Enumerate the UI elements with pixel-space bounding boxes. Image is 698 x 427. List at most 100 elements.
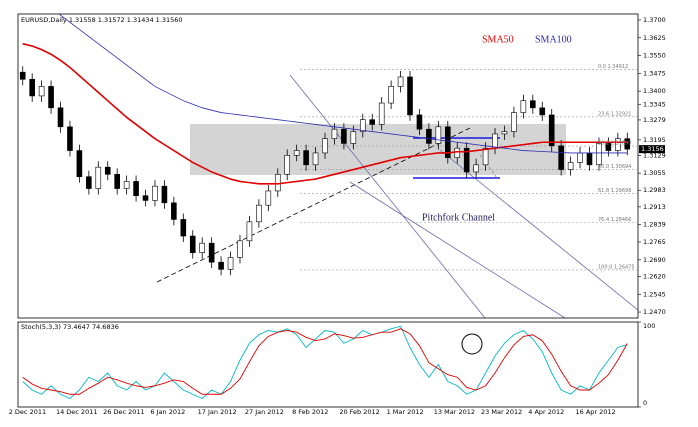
candle-body bbox=[29, 79, 35, 97]
candle-body bbox=[511, 112, 517, 132]
plot bbox=[22, 325, 628, 400]
range-box bbox=[190, 124, 566, 175]
candle-body bbox=[265, 190, 272, 206]
candle-body bbox=[218, 261, 224, 270]
candle-body bbox=[256, 204, 262, 223]
stoch-line bbox=[22, 328, 628, 395]
fib-label: 100.0 1.26475 bbox=[598, 264, 635, 270]
stoch-frame bbox=[17, 321, 639, 408]
candle-body bbox=[378, 102, 385, 125]
candle-body bbox=[454, 147, 461, 158]
candle-body bbox=[142, 195, 149, 201]
y-tick-label: 1.2690 bbox=[643, 256, 666, 264]
candle-body bbox=[312, 152, 319, 166]
candle-body bbox=[615, 138, 621, 151]
x-tick-label: 20 Feb 2012 bbox=[339, 408, 379, 416]
candle-body bbox=[227, 257, 234, 270]
fib-label: 61.8 1.29698 bbox=[598, 188, 631, 194]
x-tick-label: 13 Mar 2012 bbox=[434, 408, 475, 416]
candle-body bbox=[199, 242, 205, 253]
y-tick-label: 1.3475 bbox=[643, 69, 666, 77]
candle-body bbox=[123, 181, 130, 189]
y-tick-label: 1.3550 bbox=[643, 52, 666, 60]
y-tick-label: 1.3700 bbox=[643, 16, 666, 24]
y-tick-label: 1.3195 bbox=[643, 136, 666, 144]
y-tick-label: 1.2470 bbox=[643, 308, 666, 316]
y-tick-label: 1.2839 bbox=[643, 220, 666, 228]
x-tick-label: 26 Dec 2011 bbox=[103, 408, 145, 416]
candle-body bbox=[171, 202, 177, 220]
candle-body bbox=[293, 150, 300, 156]
candle-body bbox=[237, 240, 243, 258]
legend-label: SMA50 bbox=[482, 34, 514, 45]
y-tick-label: 1.2765 bbox=[643, 238, 666, 246]
candle-body bbox=[208, 242, 215, 263]
candle-body bbox=[152, 185, 158, 201]
candle-body bbox=[114, 174, 120, 189]
candle-body bbox=[322, 138, 328, 154]
plot bbox=[19, 14, 638, 276]
header: EURUSD,Daily 1.31558 1.31572 1.31434 1.3… bbox=[21, 16, 183, 24]
candle-body bbox=[435, 126, 442, 144]
x-tick-label: 16 Apr 2012 bbox=[575, 408, 615, 416]
candle-body bbox=[341, 128, 347, 144]
candle-body bbox=[473, 164, 479, 173]
x-tick-label: 17 Jan 2012 bbox=[198, 408, 237, 416]
sma-line bbox=[22, 42, 628, 185]
candle-body bbox=[426, 128, 432, 144]
candle-body bbox=[86, 176, 92, 189]
legend-label: SMA100 bbox=[535, 34, 572, 45]
x-tick-label: 8 Feb 2012 bbox=[292, 408, 328, 416]
highlight-circle bbox=[461, 333, 483, 355]
candle-body bbox=[189, 235, 196, 253]
fib-label: 23.6 1.32921 bbox=[598, 111, 631, 117]
price-label: 1.3156 bbox=[641, 145, 664, 153]
candle-body bbox=[596, 143, 602, 166]
stoch-title: Stoch(5,3,3) 73.4647 74.6836 bbox=[21, 323, 119, 331]
candle-body bbox=[57, 107, 64, 128]
candle-body bbox=[274, 174, 281, 192]
x-tick-label: 27 Jan 2012 bbox=[245, 408, 284, 416]
candle-body bbox=[407, 76, 413, 116]
x-tick-label: 1 Mar 2012 bbox=[387, 408, 424, 416]
candle-body bbox=[350, 131, 357, 144]
x-tick-label: 2 Dec 2011 bbox=[9, 408, 46, 416]
y-tick-label: 1.3129 bbox=[643, 152, 666, 160]
candle-body bbox=[104, 166, 111, 175]
candle-body bbox=[586, 152, 593, 166]
y-tick-label: 100 bbox=[643, 322, 655, 330]
fib-label: 38.2 1.31690 bbox=[598, 141, 631, 147]
candle-body bbox=[520, 100, 527, 113]
candle-body bbox=[76, 150, 83, 177]
candle-body bbox=[359, 119, 366, 132]
y-tick-label: 1.2913 bbox=[643, 203, 666, 211]
candle-body bbox=[133, 181, 139, 196]
x-tick-label: 23 Mar 2012 bbox=[481, 408, 522, 416]
price-box bbox=[639, 145, 665, 154]
y-tick-label: 1.2620 bbox=[643, 272, 666, 280]
candle-body bbox=[548, 114, 555, 147]
pitchfork-line bbox=[439, 149, 638, 311]
annotation: Pitchfork Channel bbox=[422, 212, 495, 223]
candle-body bbox=[95, 166, 102, 189]
candle-body bbox=[284, 155, 291, 175]
y-tick-label: 1.3400 bbox=[643, 87, 666, 95]
candle-body bbox=[19, 71, 26, 80]
y-tick-label: 1.3279 bbox=[643, 116, 666, 124]
candle-body bbox=[369, 119, 376, 125]
candle-body bbox=[161, 185, 168, 204]
y-tick-label: 1.3625 bbox=[643, 34, 666, 42]
sma-line bbox=[58, 14, 628, 154]
candle-body bbox=[539, 107, 546, 116]
y-tick-label: 1.2545 bbox=[643, 290, 666, 298]
candle-body bbox=[416, 114, 423, 130]
candle-body bbox=[558, 145, 564, 170]
candle-body bbox=[567, 162, 574, 170]
candle-body bbox=[444, 126, 451, 158]
pitchfork bbox=[156, 74, 638, 318]
candle-body bbox=[530, 100, 536, 109]
x-tick-label: 14 Dec 2011 bbox=[56, 408, 98, 416]
main-frame bbox=[17, 13, 639, 319]
candle-body bbox=[492, 133, 498, 149]
